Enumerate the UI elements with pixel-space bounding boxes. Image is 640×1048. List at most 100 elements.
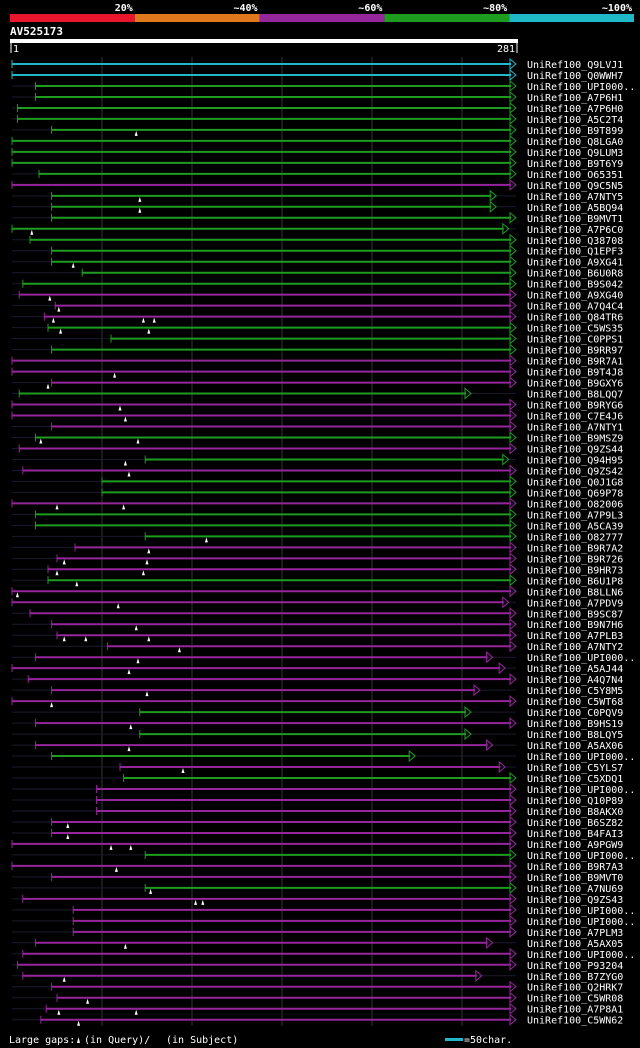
hit-label[interactable]: UniRef100_O82777 — [527, 532, 623, 543]
hit-row[interactable]: UniRef100_Q9C5N5 — [11, 178, 623, 192]
hit-label[interactable]: UniRef100_A7PLM3 — [527, 928, 623, 939]
hit-label[interactable]: UniRef100_A9PGW9 — [527, 840, 623, 851]
hit-label[interactable]: UniRef100_C5YLS7 — [527, 763, 623, 774]
hit-row[interactable]: UniRef100_Q8LGA0 — [11, 134, 623, 148]
hit-row[interactable]: UniRef100_Q38708 — [12, 233, 623, 247]
hit-label[interactable]: UniRef100_Q10P89 — [527, 796, 623, 807]
hit-label[interactable]: UniRef100_Q38708 — [527, 236, 623, 247]
hit-label[interactable]: UniRef100_B9R7A2 — [527, 543, 623, 554]
hit-label[interactable]: UniRef100_C5XDQ1 — [527, 774, 623, 785]
hit-row[interactable]: UniRef100_B6U0R8 — [12, 266, 623, 280]
hit-label[interactable]: UniRef100_B8LQY5 — [527, 730, 623, 741]
hit-label[interactable]: UniRef100_Q9ZS42 — [527, 466, 623, 477]
hit-row[interactable]: UniRef100_B9R7A1 — [11, 354, 623, 368]
hit-row[interactable]: UniRef100_B9RYG6 — [11, 398, 623, 412]
hit-label[interactable]: UniRef100_A7NTY2 — [527, 642, 623, 653]
hit-row[interactable]: UniRef100_A9XG41 — [12, 255, 623, 269]
hit-label[interactable]: UniRef100_B9MVT0 — [527, 873, 623, 884]
hit-label[interactable]: UniRef100_A5AX05 — [527, 939, 623, 950]
hit-row[interactable]: UniRef100_B6SZ82 — [12, 815, 623, 829]
hit-label[interactable]: UniRef100_B6SZ82 — [527, 818, 623, 829]
hit-row[interactable]: UniRef100_B9HR73 — [12, 563, 623, 576]
hit-row[interactable]: UniRef100_Q1EPF3 — [12, 244, 623, 258]
hit-row[interactable]: UniRef100_B9T4J8 — [11, 365, 623, 379]
hit-label[interactable]: UniRef100_C5WS35 — [527, 324, 623, 335]
hit-label[interactable]: UniRef100_B8LLN6 — [527, 587, 623, 598]
hit-row[interactable]: UniRef100_A7NU69 — [12, 881, 623, 895]
hit-row[interactable]: UniRef100_A5C2T4 — [12, 112, 623, 126]
hit-label[interactable]: UniRef100_A7P6H0 — [527, 104, 623, 115]
hit-label[interactable]: UniRef100_UPI000.. — [527, 752, 635, 763]
hit-row[interactable]: UniRef100_A7NTY1 — [12, 420, 623, 434]
hit-row[interactable]: UniRef100_A7P9L3 — [12, 508, 623, 521]
hit-label[interactable]: UniRef100_B9R7A1 — [527, 357, 623, 368]
hit-label[interactable]: UniRef100_A7PDV9 — [527, 598, 623, 609]
hit-label[interactable]: UniRef100_A7P6C0 — [527, 225, 623, 236]
hit-label[interactable]: UniRef100_A5AJ44 — [527, 664, 623, 675]
hit-label[interactable]: UniRef100_C7E4J6 — [527, 412, 623, 423]
hit-label[interactable]: UniRef100_A7PLB3 — [527, 631, 623, 642]
hit-label[interactable]: UniRef100_B9S042 — [527, 280, 623, 291]
hit-row[interactable]: UniRef100_C5WN62 — [12, 1013, 623, 1027]
hit-label[interactable]: UniRef100_O82006 — [527, 499, 623, 510]
hit-label[interactable]: UniRef100_A4Q7N4 — [527, 675, 623, 686]
hit-label[interactable]: UniRef100_B9N7H6 — [527, 620, 623, 631]
hit-row[interactable]: UniRef100_UPI000.. — [12, 848, 635, 862]
hit-label[interactable]: UniRef100_B9R7A3 — [527, 862, 623, 873]
hit-row[interactable]: UniRef100_B9HS19 — [12, 717, 623, 730]
hit-row[interactable]: UniRef100_B9S042 — [12, 277, 623, 291]
hit-label[interactable]: UniRef100_A7Q4C4 — [527, 302, 623, 313]
hit-label[interactable]: UniRef100_UPI000.. — [527, 82, 635, 93]
hit-label[interactable]: UniRef100_B6U0R8 — [527, 269, 623, 280]
hit-row[interactable]: UniRef100_B4FAI3 — [12, 826, 623, 840]
hit-row[interactable]: UniRef100_C5WR08 — [12, 991, 623, 1005]
hit-label[interactable]: UniRef100_B4FAI3 — [527, 829, 623, 840]
hit-row[interactable]: UniRef100_A7Q4C4 — [12, 299, 623, 313]
hit-label[interactable]: UniRef100_B7ZYG0 — [527, 972, 623, 983]
hit-row[interactable]: UniRef100_Q0WWH7 — [11, 68, 623, 82]
hit-label[interactable]: UniRef100_B9HR73 — [527, 565, 623, 576]
hit-row[interactable]: UniRef100_A5AJ44 — [11, 662, 623, 675]
hit-label[interactable]: UniRef100_O65351 — [527, 170, 623, 181]
hit-label[interactable]: UniRef100_Q0WWH7 — [527, 71, 623, 82]
hit-row[interactable]: UniRef100_A5AX06 — [12, 739, 623, 752]
hit-label[interactable]: UniRef100_B9T4J8 — [527, 368, 623, 379]
hit-label[interactable]: UniRef100_C0PPS1 — [527, 335, 623, 346]
hit-label[interactable]: UniRef100_B9RYG6 — [527, 401, 623, 412]
hit-row[interactable]: UniRef100_B9R7A2 — [12, 541, 623, 554]
hit-row[interactable]: UniRef100_UPI000.. — [12, 947, 635, 961]
hit-row[interactable]: UniRef100_A7P6H1 — [12, 90, 623, 104]
hit-label[interactable]: UniRef100_A7P9L3 — [527, 510, 623, 521]
hit-label[interactable]: UniRef100_UPI000.. — [527, 917, 635, 928]
hit-label[interactable]: UniRef100_UPI000.. — [527, 950, 635, 961]
hit-row[interactable]: UniRef100_A7NTY2 — [12, 640, 623, 653]
hit-row[interactable]: UniRef100_B8LLN6 — [11, 585, 623, 598]
hit-row[interactable]: UniRef100_UPI000.. — [12, 903, 635, 917]
hit-label[interactable]: UniRef100_A9XG40 — [527, 291, 623, 302]
hit-label[interactable]: UniRef100_B9SC87 — [527, 609, 623, 620]
hit-row[interactable]: UniRef100_B6U1P8 — [12, 574, 623, 587]
hit-row[interactable]: UniRef100_A7PLB3 — [12, 629, 623, 642]
hit-label[interactable]: UniRef100_A7NTY1 — [527, 423, 623, 434]
hit-row[interactable]: UniRef100_A7PLM3 — [12, 925, 623, 939]
hit-label[interactable]: UniRef100_Q2HRK7 — [527, 983, 623, 994]
hit-label[interactable]: UniRef100_UPI000.. — [527, 785, 635, 796]
hit-label[interactable]: UniRef100_Q94H95 — [527, 455, 623, 466]
hit-label[interactable]: UniRef100_P93204 — [527, 961, 623, 972]
hit-row[interactable]: UniRef100_Q9LVJ1 — [11, 57, 623, 71]
hit-label[interactable]: UniRef100_A5BQ94 — [527, 203, 623, 214]
hit-row[interactable]: UniRef100_B9N7H6 — [12, 618, 623, 631]
hit-label[interactable]: UniRef100_A5AX06 — [527, 741, 623, 752]
hit-label[interactable]: UniRef100_C5Y8M5 — [527, 686, 623, 697]
hit-label[interactable]: UniRef100_Q9ZS44 — [527, 444, 623, 455]
hit-row[interactable]: UniRef100_B7ZYG0 — [12, 969, 623, 983]
hit-row[interactable]: UniRef100_Q9LUM3 — [11, 145, 623, 159]
hit-label[interactable]: UniRef100_Q1EPF3 — [527, 247, 623, 258]
hit-row[interactable]: UniRef100_C5YLS7 — [12, 760, 623, 774]
hit-label[interactable]: UniRef100_Q0J1G8 — [527, 477, 623, 488]
hit-label[interactable]: UniRef100_Q69P78 — [527, 488, 623, 499]
hit-row[interactable]: UniRef100_UPI000.. — [12, 651, 635, 664]
hit-row[interactable]: UniRef100_A5BQ94 — [12, 200, 623, 214]
hit-row[interactable]: UniRef100_B9SC87 — [12, 607, 623, 620]
hit-row[interactable]: UniRef100_B9R7A3 — [11, 859, 623, 873]
